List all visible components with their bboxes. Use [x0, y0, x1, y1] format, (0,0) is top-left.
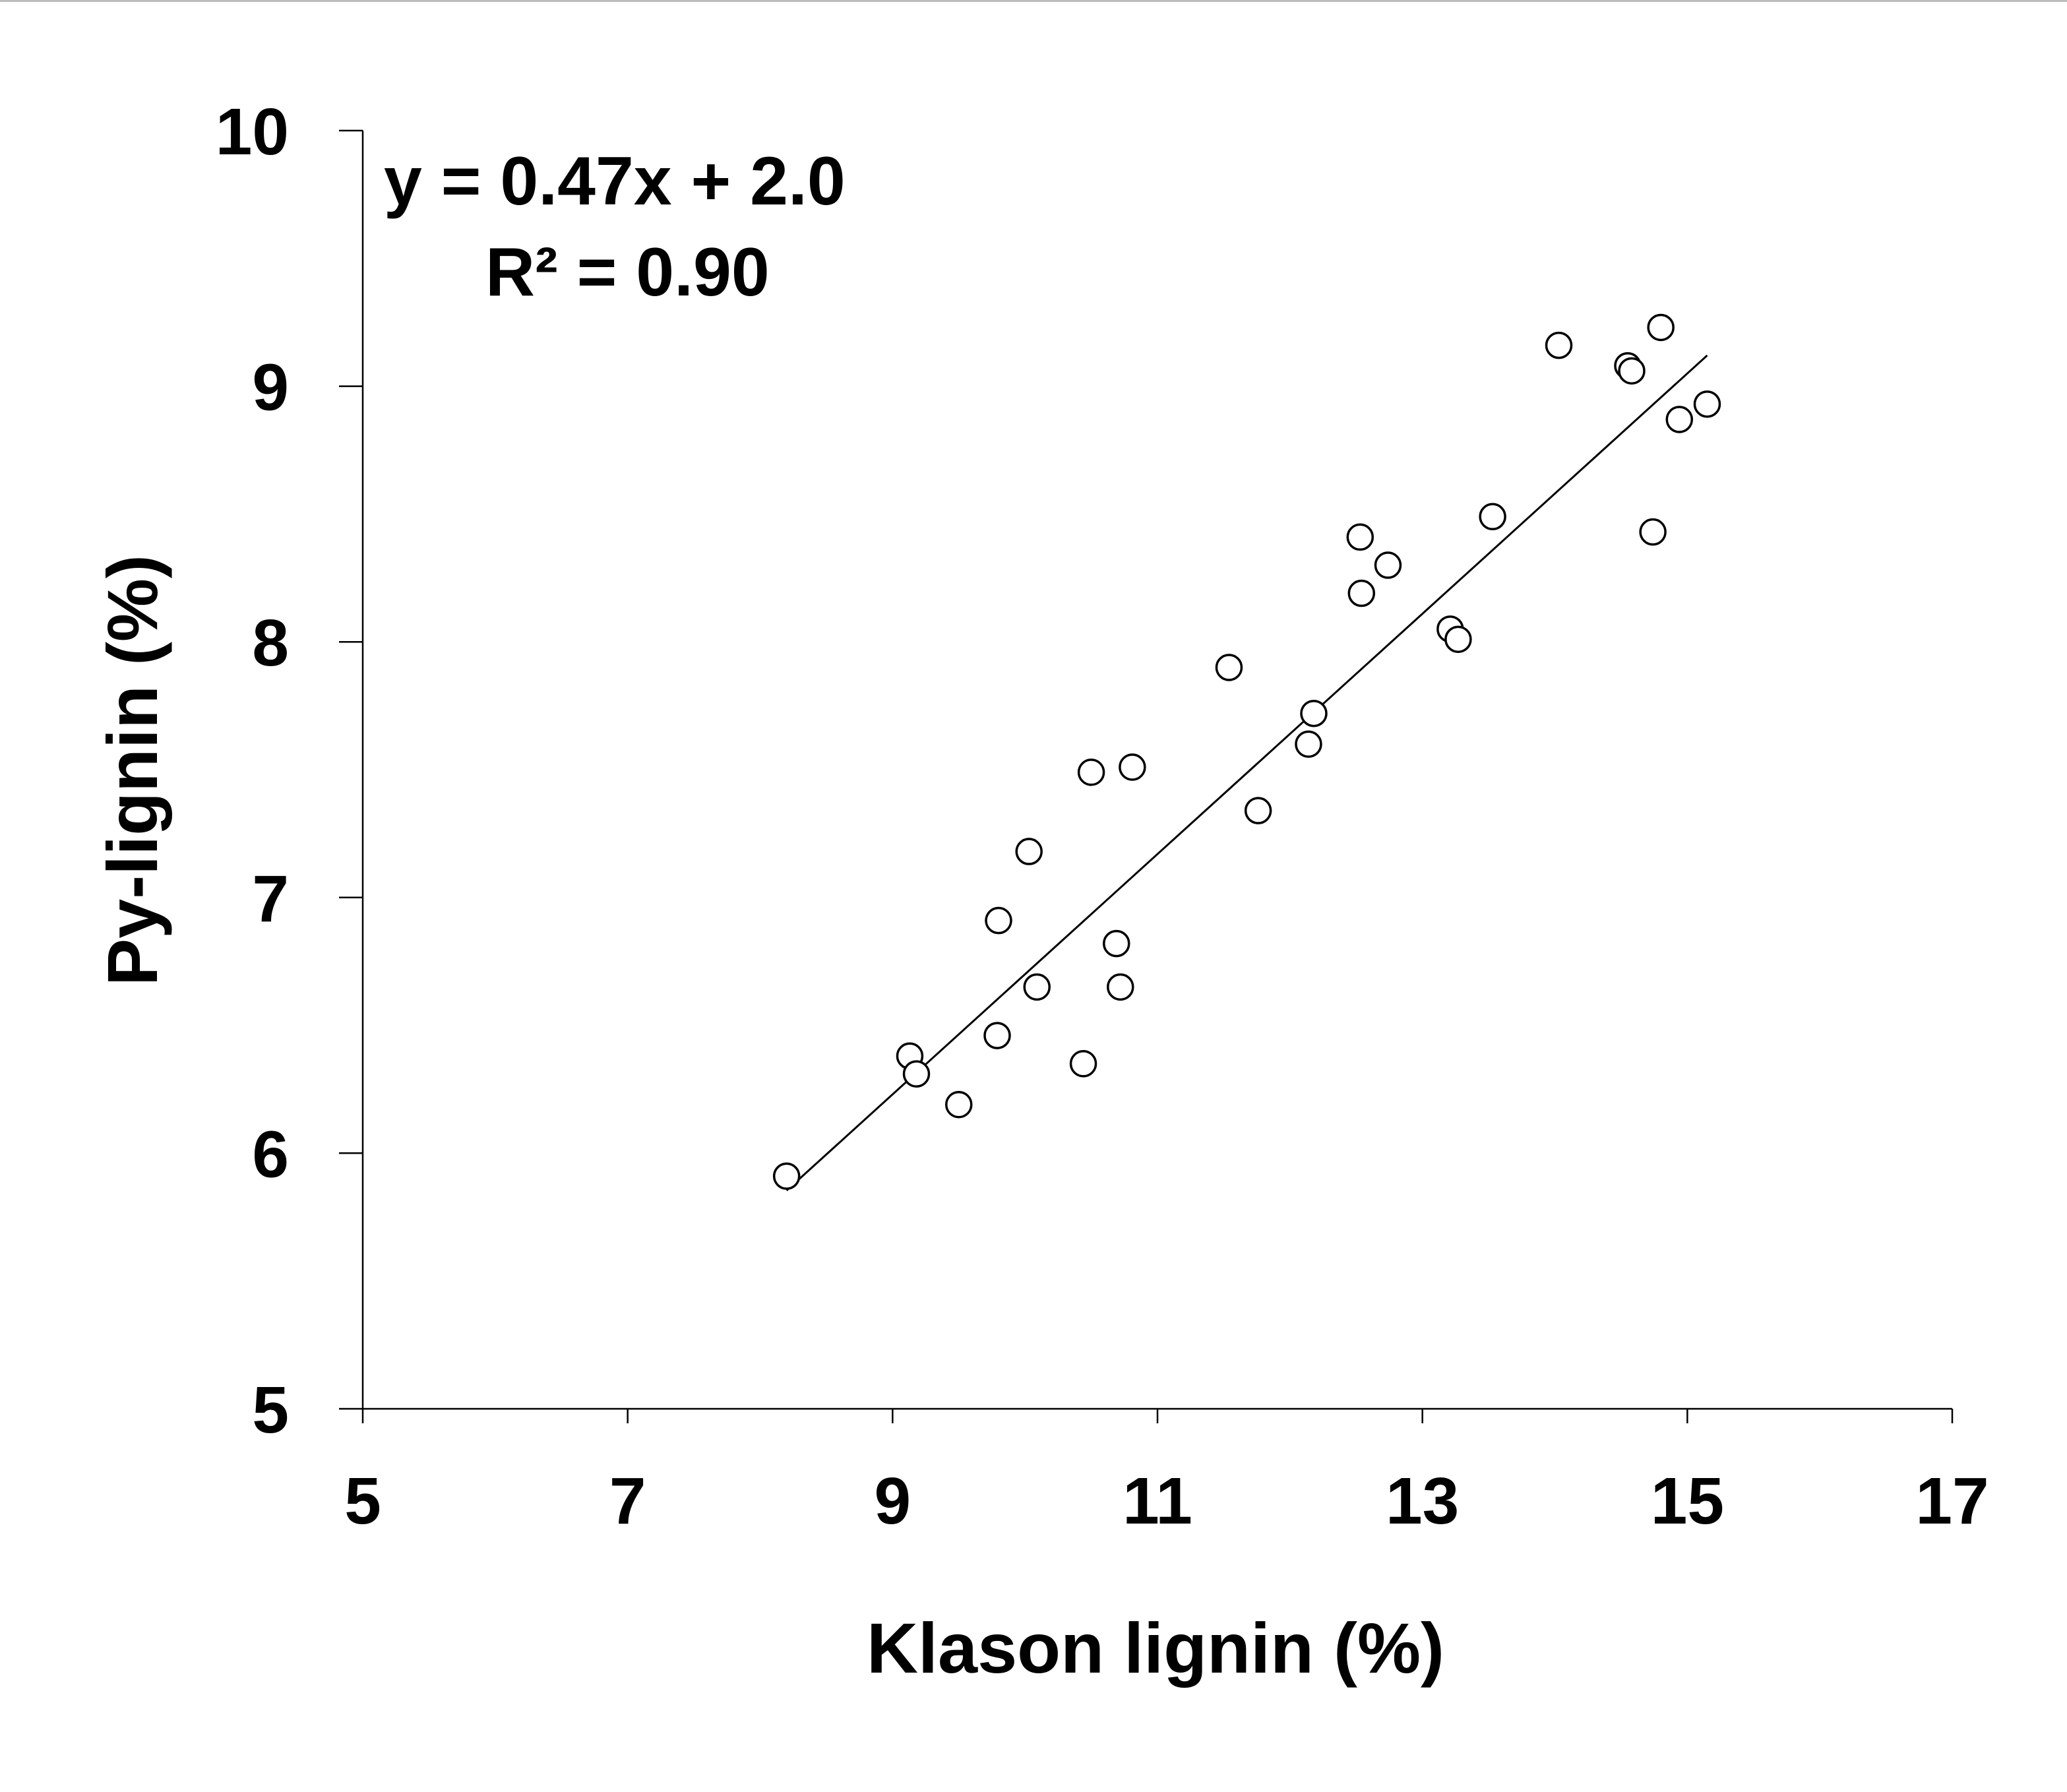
data-point [1300, 699, 1328, 727]
data-point [1639, 518, 1667, 546]
data-point [772, 1162, 801, 1190]
x-axis-title: Klason lignin (%) [867, 1608, 1444, 1688]
data-point [1618, 357, 1646, 385]
data-point [983, 1022, 1011, 1049]
x-tick-label: 9 [875, 1464, 911, 1538]
y-tick-label: 8 [252, 606, 289, 680]
data-point [1444, 625, 1472, 654]
data-point [1102, 929, 1130, 958]
data-point [1244, 797, 1272, 824]
data-point [945, 1091, 973, 1119]
r-squared-label: R² = 0.90 [485, 234, 770, 311]
data-points [772, 313, 1721, 1190]
y-tick-label: 5 [252, 1373, 289, 1447]
x-tick-label: 13 [1386, 1464, 1459, 1538]
data-point [1119, 753, 1146, 781]
top-border-line [0, 0, 2067, 2]
x-tick-label: 15 [1651, 1464, 1724, 1538]
data-point [1069, 1049, 1097, 1078]
data-point [1295, 730, 1322, 758]
data-point [902, 1060, 931, 1088]
y-tick-label: 10 [216, 95, 289, 169]
data-point [1347, 579, 1376, 607]
x-axis-ticks: 5 7 9 11 13 15 17 [344, 1409, 1989, 1538]
data-point [1479, 503, 1506, 531]
regression-equation: y = 0.47x + 2.0 [384, 143, 846, 220]
trendline [786, 354, 1708, 1192]
x-tick-label: 17 [1915, 1464, 1989, 1538]
data-point [985, 906, 1012, 935]
x-tick-label: 11 [1123, 1464, 1192, 1538]
x-tick-label: 7 [609, 1464, 646, 1538]
data-point [1015, 838, 1043, 865]
y-tick-label: 6 [252, 1117, 289, 1191]
data-point [1647, 313, 1675, 342]
data-point [1023, 973, 1051, 1001]
data-point [1346, 523, 1374, 551]
x-tick-label: 5 [344, 1464, 381, 1538]
y-tick-label: 9 [252, 351, 289, 425]
data-point [1215, 654, 1243, 681]
data-point [1693, 390, 1721, 418]
data-point [1665, 406, 1694, 433]
data-point [1077, 758, 1105, 786]
y-tick-label: 7 [252, 862, 289, 936]
trendline-group [786, 354, 1708, 1192]
data-point [1374, 551, 1402, 579]
y-axis-title: Py-lignin (%) [92, 555, 172, 986]
data-point [1107, 973, 1134, 1001]
axes [361, 131, 1952, 1410]
data-point [1545, 331, 1573, 359]
y-axis-ticks: 5 6 7 8 9 10 [216, 95, 363, 1447]
